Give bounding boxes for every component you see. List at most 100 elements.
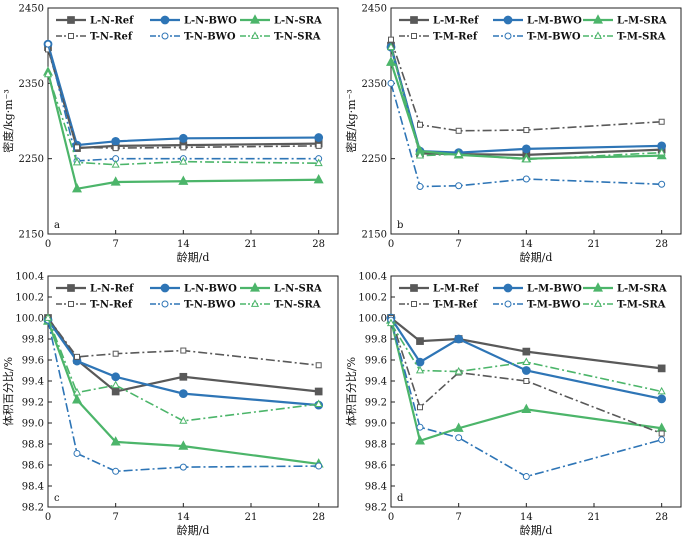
x-tick-label: 0 (388, 239, 394, 250)
series-line (389, 61, 662, 160)
series-L-N-BWO (43, 39, 324, 150)
x-tick-label: 14 (520, 512, 533, 523)
x-tick-label: 7 (112, 512, 118, 523)
series-T-M-BWO (387, 79, 666, 191)
data-point (179, 416, 188, 424)
x-tick-label: 28 (655, 239, 668, 250)
data-point (657, 394, 667, 404)
x-tick-label: 7 (455, 512, 461, 523)
y-tick-label: 99.6 (22, 356, 44, 367)
legend-marker (161, 32, 169, 40)
x-tick-label: 14 (177, 512, 190, 523)
legend-marker (410, 284, 418, 292)
data-point (522, 347, 531, 356)
y-tick-label: 98.4 (22, 482, 44, 493)
y-tick-label: 2350 (19, 79, 44, 90)
legend-marker (503, 15, 513, 25)
data-point (111, 380, 120, 389)
y-tick-label: 2150 (19, 230, 44, 241)
plot-area-frame (390, 275, 682, 508)
chart-panel-c: 0 7 14 21 28 98.2 98.4 98.6 98.8 99.0 99.2 99.4 99.6… (1, 272, 339, 537)
data-point (179, 372, 188, 381)
legend: L-N-Ref L-N-BWO L-N-SRA T-N-Ref T-N-BWO T-N-S… (56, 14, 322, 43)
x-tick-label: 0 (388, 512, 394, 523)
y-tick-label: 2250 (19, 154, 44, 165)
y-axis-label: 体积百分比/% (344, 357, 358, 426)
y-tick-label: 99.8 (365, 335, 387, 346)
data-point (521, 366, 531, 375)
legend-entry: T-M-SRA (617, 32, 666, 43)
data-point (657, 364, 666, 373)
data-point (658, 436, 666, 444)
legend-marker (411, 33, 417, 39)
x-tick-label: 7 (112, 239, 118, 250)
data-point (180, 144, 187, 151)
x-tick-label: 14 (177, 239, 190, 250)
data-point (658, 430, 665, 437)
data-point (111, 160, 120, 168)
data-point (112, 145, 119, 152)
data-point (386, 318, 396, 327)
y-tick-label: 2450 (19, 4, 44, 15)
legend-marker (593, 31, 603, 39)
legend-entry: L-N-Ref (90, 284, 134, 295)
data-point (111, 372, 121, 382)
legend-marker (411, 301, 417, 307)
y-axis-label: 体积百分比/% (1, 357, 15, 426)
data-point (73, 449, 81, 457)
series-T-N-Ref (45, 46, 322, 152)
y-tick-label: 99.2 (22, 398, 44, 409)
x-tick-label: 14 (520, 239, 533, 250)
data-point (314, 158, 323, 167)
legend-marker (67, 16, 75, 24)
y-tick-label: 100.4 (15, 272, 44, 283)
series-L-N-BWO (43, 315, 324, 410)
y-axis-label: 密度/kg·m⁻³ (344, 89, 358, 153)
series-line (389, 45, 662, 157)
legend-entry: L-M-SRA (617, 16, 667, 27)
series-line (46, 46, 319, 150)
legend-entry: T-M-SRA (617, 300, 666, 311)
data-point (521, 144, 531, 154)
data-point (454, 149, 463, 158)
legend-marker (161, 300, 169, 308)
data-point (522, 175, 530, 183)
data-point (416, 337, 424, 345)
data-point (415, 435, 425, 445)
legend-marker (593, 299, 603, 307)
data-point (315, 362, 322, 369)
data-point (112, 350, 119, 357)
legend-entry: L-M-Ref (433, 16, 479, 27)
legend-marker (67, 284, 75, 292)
y-tick-label: 2150 (362, 230, 387, 241)
data-point (385, 56, 397, 66)
y-tick-label: 98.2 (365, 503, 387, 514)
data-point (44, 40, 52, 48)
data-point (523, 127, 530, 134)
data-point (43, 313, 53, 321)
legend-marker (160, 283, 170, 293)
legend-entry: L-M-SRA (617, 284, 667, 295)
data-point (658, 180, 666, 188)
data-point (386, 42, 396, 51)
data-point (72, 387, 82, 396)
y-tick-label: 2250 (362, 154, 387, 165)
legend-marker (593, 282, 603, 292)
data-point (522, 154, 531, 163)
legend-marker (160, 15, 170, 25)
data-point (416, 183, 424, 191)
data-point (417, 121, 423, 128)
x-axis-label: 龄期/d (177, 250, 210, 264)
data-point (658, 118, 665, 125)
data-point (72, 183, 82, 193)
y-tick-label: 98.8 (365, 440, 387, 451)
data-point (178, 389, 188, 399)
legend-marker (250, 31, 260, 39)
series-T-M-Ref (388, 315, 665, 437)
x-tick-label: 21 (588, 239, 601, 250)
series-T-M-SRA (386, 318, 666, 395)
x-tick-label: 28 (312, 239, 325, 250)
series-line (390, 83, 662, 188)
y-tick-label: 100.0 (358, 314, 387, 325)
